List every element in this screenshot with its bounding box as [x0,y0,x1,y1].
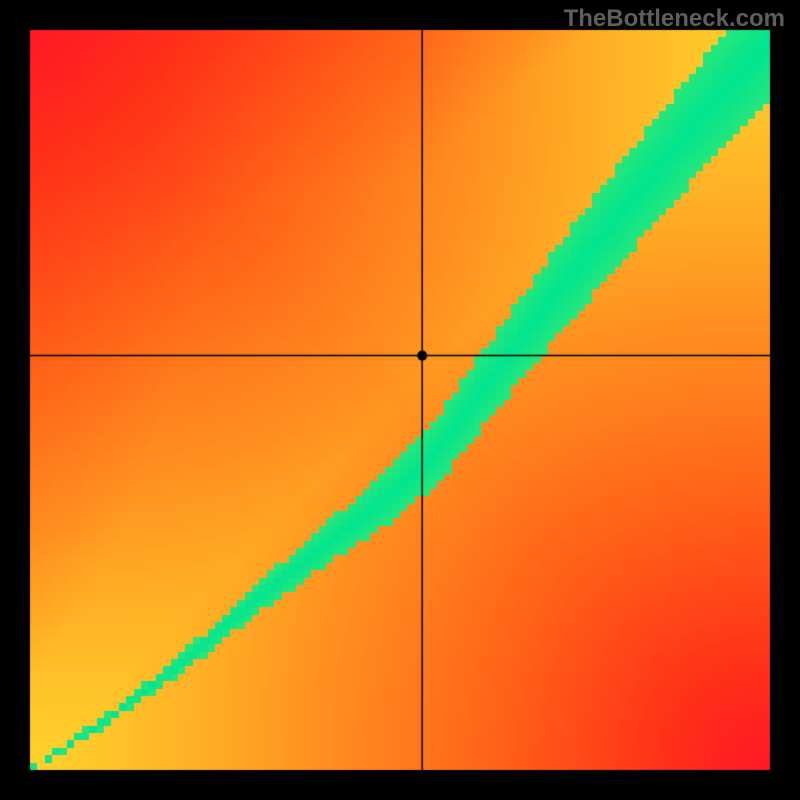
watermark-text: TheBottleneck.com [564,5,785,33]
bottleneck-heatmap [0,0,800,800]
chart-container: TheBottleneck.com [0,0,800,800]
